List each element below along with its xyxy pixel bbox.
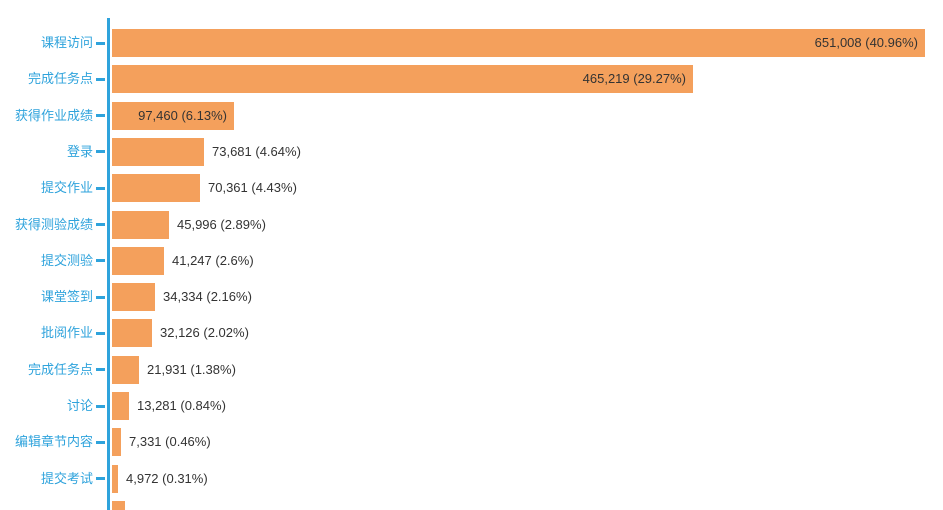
bar-value-label: 32,126 (2.02%) <box>160 325 249 341</box>
bar[interactable] <box>112 283 155 312</box>
category-label: 讨论 <box>66 398 93 413</box>
bar-value-label: 34,334 (2.16%) <box>163 289 252 305</box>
category-label: 获得测验成绩 <box>14 216 93 232</box>
axis-tick <box>96 77 105 81</box>
category-label: 批阅作业 <box>40 325 93 341</box>
axis-tick <box>96 259 105 263</box>
bar-value-label: 465,219 (29.27%) <box>582 71 686 87</box>
category-label: 完成任务点 <box>27 361 93 377</box>
bar-value-label: 651,008 (40.96%) <box>814 35 918 50</box>
bar-value-label: 13,281 (0.84%) <box>137 398 226 413</box>
bar-value-label: 73,681 (4.64%) <box>212 143 301 159</box>
bar[interactable] <box>112 210 169 239</box>
bar-value-label: 21,931 (1.38%) <box>147 361 236 377</box>
bar-value-label: 7,331 (0.46%) <box>129 434 211 450</box>
bar[interactable] <box>112 29 925 57</box>
category-label: 课堂签到 <box>40 289 93 305</box>
bar[interactable] <box>112 355 139 384</box>
bar[interactable] <box>112 137 204 166</box>
bar[interactable] <box>112 392 129 420</box>
bar-value-label: 41,247 (2.6%) <box>172 252 254 268</box>
axis-tick <box>96 41 105 45</box>
bar-value-label: 4,972 (0.31%) <box>126 470 208 486</box>
axis-tick <box>96 295 105 299</box>
category-label: 登录 <box>66 143 93 159</box>
axis-tick <box>96 440 105 444</box>
category-label: 提交测验 <box>40 252 93 268</box>
axis-tick <box>96 477 105 481</box>
bar[interactable] <box>112 464 118 493</box>
bar[interactable] <box>112 65 693 94</box>
axis-tick <box>96 223 105 226</box>
category-label: 编辑章节内容 <box>14 434 93 450</box>
bar[interactable] <box>112 428 121 457</box>
category-label: 完成任务点 <box>27 71 93 87</box>
category-label: 提交作业 <box>40 180 93 196</box>
category-axis-line <box>107 18 110 510</box>
bar[interactable] <box>112 174 200 203</box>
axis-tick <box>96 114 105 118</box>
bar[interactable] <box>112 246 164 275</box>
bar[interactable] <box>112 319 152 348</box>
bar[interactable] <box>112 101 234 130</box>
axis-tick <box>96 368 105 372</box>
category-label: 获得作业成绩 <box>14 107 93 123</box>
axis-tick <box>96 331 105 335</box>
axis-tick <box>96 186 105 190</box>
bar-value-label: 97,460 (6.13%) <box>138 107 227 123</box>
axis-tick <box>96 150 105 154</box>
category-label: 提交考试 <box>40 470 93 486</box>
bar-value-label: 45,996 (2.89%) <box>177 216 266 232</box>
clipped-bar[interactable] <box>112 500 125 510</box>
axis-tick <box>96 404 105 408</box>
category-label: 课程访问 <box>40 35 93 50</box>
bar-value-label: 70,361 (4.43%) <box>208 180 297 196</box>
